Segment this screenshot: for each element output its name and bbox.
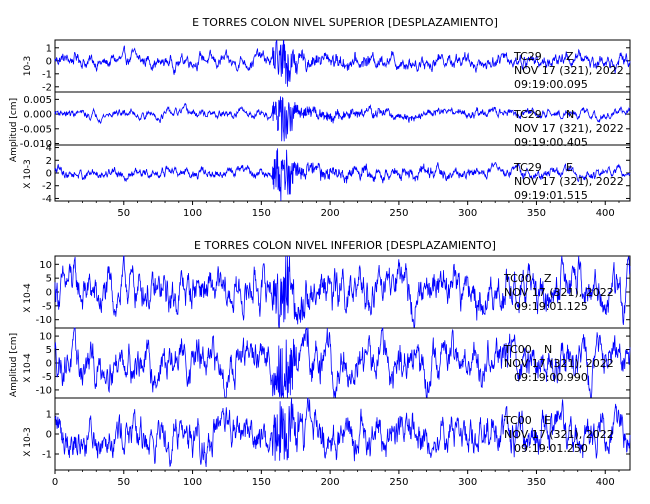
lower-trace-z-component: Z xyxy=(544,272,552,285)
upper-trace-z-ytick-label: -2 xyxy=(42,82,52,93)
lower-trace-e-ytick-label: 1 xyxy=(46,410,52,421)
upper-trace-z-component: Z xyxy=(566,50,574,63)
lower-trace-z-ytick-label: -10 xyxy=(36,315,52,326)
lower-trace-n-ytick-label: 0 xyxy=(46,359,52,370)
lower-xtick-label: 200 xyxy=(321,477,340,488)
lower-trace-z-waveform xyxy=(54,255,631,329)
upper-trace-n-ytick-label: -0.010 xyxy=(20,139,52,150)
upper-xtick-label: 300 xyxy=(458,208,477,219)
upper-trace-e-panel: 4 2 0-2 -4 X 10-3 TC29 E NOV 17 (321), 2022… xyxy=(23,143,631,205)
upper-trace-z-yticks: 1 0 -1 -2 xyxy=(42,43,630,93)
lower-xtick-label: 150 xyxy=(252,477,271,488)
upper-xtick-label: 400 xyxy=(596,208,615,219)
upper-figure: E TORRES COLON NIVEL SUPERIOR [DESPLAZAM… xyxy=(9,16,631,219)
lower-trace-z-panel: 10 5 0 -5 -10 X 10-4 TC00 Z NOV 17 (321), 20… xyxy=(23,255,631,329)
upper-trace-z-scale: 10-3 xyxy=(23,56,33,76)
lower-trace-n-component: N xyxy=(544,343,552,356)
lower-trace-e-waveform xyxy=(54,397,631,468)
lower-trace-z-date: NOV 17 (321), 2022 xyxy=(504,286,614,299)
upper-trace-z-ytick-label: 1 xyxy=(46,43,52,54)
lower-xtick-label: 400 xyxy=(596,477,615,488)
lower-trace-e-station: TC00 xyxy=(503,414,532,427)
upper-xtick-label: 250 xyxy=(389,208,408,219)
lower-trace-e-ytick-label: -1 xyxy=(42,450,52,461)
lower-trace-e-component: E xyxy=(544,414,551,427)
upper-xticks: 50 100 150 200 250 300 350 400 xyxy=(68,201,620,219)
upper-trace-n-panel: 0.005 0.000 -0.005 -0.010 TC29 N NOV 17 (32… xyxy=(20,91,631,150)
upper-figure-title: E TORRES COLON NIVEL SUPERIOR [DESPLAZAM… xyxy=(192,16,498,29)
lower-xtick-label: 250 xyxy=(389,477,408,488)
upper-xtick-label: 50 xyxy=(117,208,130,219)
upper-trace-e-ytick-label: 2 xyxy=(46,156,52,167)
lower-trace-e-yticks: 1 0 -1 xyxy=(42,410,630,461)
lower-xtick-label: 100 xyxy=(183,477,202,488)
upper-trace-n-waveform xyxy=(54,96,631,142)
upper-trace-z-time: 09:19:00.095 xyxy=(514,78,588,91)
lower-figure-title: E TORRES COLON NIVEL INFERIOR [DESPLAZAM… xyxy=(194,239,496,252)
upper-trace-e-ytick-label: -2 xyxy=(42,181,52,192)
upper-trace-z-date: NOV 17 (321), 2022 xyxy=(514,64,624,77)
upper-trace-e-scale: X 10-3 xyxy=(23,159,33,188)
lower-trace-n-waveform xyxy=(54,327,631,399)
upper-trace-e-ytick-label: 0 xyxy=(46,169,52,180)
upper-trace-n-ytick-label: 0.005 xyxy=(23,95,52,106)
upper-trace-e-time: 09:19:01.515 xyxy=(514,189,588,202)
lower-trace-z-station: TC00 xyxy=(503,272,532,285)
lower-xtick-label: 300 xyxy=(458,477,477,488)
lower-xtick-label: 0 xyxy=(52,477,58,488)
lower-trace-z-ytick-label: -5 xyxy=(42,301,52,312)
upper-trace-e-station: TC29 xyxy=(513,161,542,174)
upper-trace-e-component: E xyxy=(566,161,573,174)
lower-trace-n-time: 09:19:00.990 xyxy=(514,371,588,384)
upper-xtick-label: 100 xyxy=(183,208,202,219)
lower-trace-n-date: NOV 17 (321), 2022 xyxy=(504,357,614,370)
upper-trace-e-ytick-label: -4 xyxy=(42,194,52,205)
lower-trace-e-panel: 1 0 -1 X 10-3 TC00 E NOV 17 (321), 2022 09… xyxy=(23,397,631,471)
upper-trace-z-station: TC29 xyxy=(513,50,542,63)
lower-trace-n-ytick-label: -10 xyxy=(36,385,52,396)
lower-figure: E TORRES COLON NIVEL INFERIOR [DESPLAZAM… xyxy=(9,239,631,488)
lower-trace-n-station: TC00 xyxy=(503,343,532,356)
lower-trace-e-ytick-label: 0 xyxy=(46,430,52,441)
upper-trace-z-ytick-label: -1 xyxy=(42,69,52,80)
lower-trace-z-ytick-label: 0 xyxy=(46,288,52,299)
upper-trace-e-ytick-label: 4 xyxy=(46,143,52,154)
lower-trace-z-ytick-label: 5 xyxy=(46,274,52,285)
lower-xtick-label: 50 xyxy=(117,477,130,488)
lower-ylabel: Amplitud [cm] xyxy=(9,333,19,397)
lower-trace-n-ytick-label: 10 xyxy=(39,332,52,343)
upper-trace-e-waveform xyxy=(54,148,631,202)
lower-trace-n-ytick-label: 5 xyxy=(46,345,52,356)
lower-trace-z-scale: X 10-4 xyxy=(23,283,33,313)
upper-xtick-label: 200 xyxy=(321,208,340,219)
lower-trace-e-scale: X 10-3 xyxy=(23,427,33,456)
upper-trace-n-ytick-label: -0.005 xyxy=(20,124,52,135)
lower-trace-e-time: 09:19:01.250 xyxy=(514,442,588,455)
lower-trace-n-yticks: 10 5 0 -5 -10 xyxy=(36,332,630,396)
lower-xtick-label: 350 xyxy=(527,477,546,488)
lower-trace-z-ytick-label: 10 xyxy=(39,260,52,271)
upper-trace-n-time: 09:19:00.405 xyxy=(514,136,588,149)
lower-trace-n-panel: 10 5 0 -5 -10 X 10-4 TC00 N NOV 17 (321), 20… xyxy=(23,327,631,399)
upper-trace-n-ytick-label: 0.000 xyxy=(23,110,52,121)
upper-xtick-label: 350 xyxy=(527,208,546,219)
lower-trace-n-ytick-label: -5 xyxy=(42,372,52,383)
upper-ylabel: Amplitud [cm] xyxy=(9,98,19,162)
upper-trace-n-station: TC29 xyxy=(513,108,542,121)
lower-trace-z-time: 09:19:01.125 xyxy=(514,300,588,313)
upper-trace-z-ytick-label: 0 xyxy=(46,56,52,67)
upper-trace-e-date: NOV 17 (321), 2022 xyxy=(514,175,624,188)
upper-trace-n-component: N xyxy=(566,108,574,121)
upper-trace-n-date: NOV 17 (321), 2022 xyxy=(514,122,624,135)
lower-xticks: 0 50 100 150 200 250 300 350 400 xyxy=(52,470,620,488)
lower-trace-e-date: NOV 17 (321), 2022 xyxy=(504,428,614,441)
lower-trace-n-scale: X 10-4 xyxy=(23,353,33,383)
upper-xtick-label: 150 xyxy=(252,208,271,219)
upper-trace-z-waveform xyxy=(54,39,631,87)
